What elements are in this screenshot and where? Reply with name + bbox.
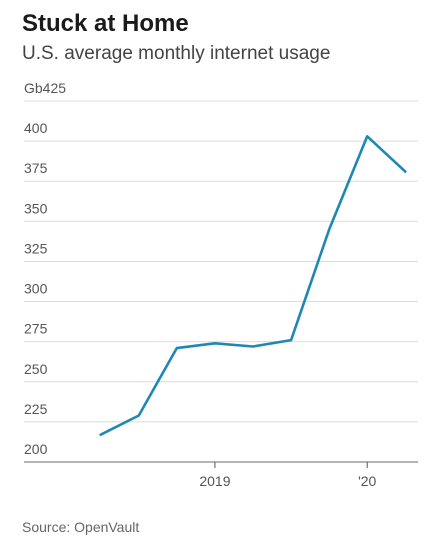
y-tick-label: 275 — [24, 321, 48, 337]
y-tick-label: 325 — [24, 240, 48, 256]
x-tick-label: 2019 — [199, 473, 230, 489]
chart-title: Stuck at Home — [22, 10, 189, 37]
y-tick-label: 200 — [24, 441, 48, 457]
x-axis: 2019 '20 — [24, 461, 418, 489]
y-tick-label: 400 — [24, 120, 48, 136]
y-axis-tick-labels: 200 225 250 275 300 325 350 375 400 Gb425 — [24, 80, 66, 457]
x-tick-label: '20 — [358, 473, 376, 489]
source-note: Source: OpenVault — [22, 519, 140, 535]
chart-subtitle: U.S. average monthly internet usage — [22, 43, 331, 64]
y-tick-label: 250 — [24, 361, 48, 377]
y-tick-label: 300 — [24, 281, 48, 297]
y-tick-label: 225 — [24, 401, 48, 417]
y-tick-label: 350 — [24, 200, 48, 216]
y-tick-label: Gb425 — [24, 80, 66, 96]
y-tick-label: 375 — [24, 160, 48, 176]
series-layer — [99, 135, 407, 437]
gridlines — [24, 100, 418, 423]
series-line — [99, 135, 407, 437]
